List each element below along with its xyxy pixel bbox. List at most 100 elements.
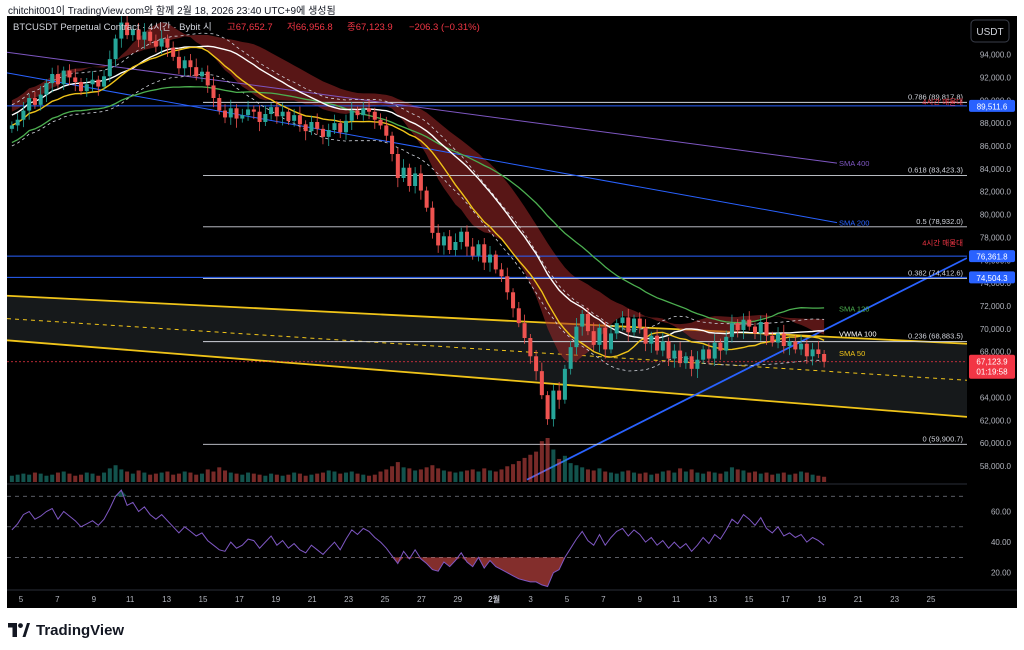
candle[interactable]	[303, 120, 308, 141]
chart-svg[interactable]: 0.786 (89,817.8) 0.618 (83,423.3) 0.5 (78,…	[6, 14, 1017, 608]
candle[interactable]	[9, 121, 14, 133]
candle[interactable]	[591, 322, 596, 351]
candle[interactable]	[424, 186, 429, 212]
time-axis[interactable]: 5 7 9 11 13 15 17 19 21 23 25 27 29 2월 3 5 7 9 11 13 15 17 19 2…	[7, 589, 1017, 604]
candle[interactable]	[384, 116, 389, 142]
candle[interactable]	[223, 104, 228, 124]
candle[interactable]	[649, 331, 654, 353]
candle[interactable]	[689, 350, 694, 377]
candle[interactable]	[539, 362, 544, 400]
candle[interactable]	[113, 34, 118, 67]
candle[interactable]	[286, 107, 291, 125]
candle[interactable]	[482, 238, 487, 270]
candle[interactable]	[257, 105, 262, 132]
candle[interactable]	[171, 41, 176, 61]
candle[interactable]	[165, 34, 170, 57]
candle[interactable]	[770, 331, 775, 347]
candle[interactable]	[516, 302, 521, 328]
candle[interactable]	[182, 56, 187, 76]
candle[interactable]	[781, 324, 786, 354]
candle[interactable]	[355, 106, 360, 120]
candle[interactable]	[493, 250, 498, 274]
candle[interactable]	[395, 147, 400, 188]
candle[interactable]	[603, 321, 608, 359]
candle[interactable]	[528, 334, 533, 364]
candle[interactable]	[522, 314, 527, 344]
candle[interactable]	[292, 108, 297, 127]
candle[interactable]	[55, 65, 60, 89]
candle[interactable]	[148, 27, 153, 45]
candle[interactable]	[338, 119, 343, 138]
candle[interactable]	[620, 311, 625, 331]
candle[interactable]	[447, 230, 452, 254]
candle[interactable]	[309, 115, 314, 136]
candle[interactable]	[568, 340, 573, 375]
candle[interactable]	[695, 351, 700, 378]
candle[interactable]	[102, 70, 107, 91]
candle[interactable]	[655, 329, 660, 355]
candle[interactable]	[343, 114, 349, 140]
candle[interactable]	[597, 323, 602, 353]
currency-button[interactable]: USDT	[970, 19, 1010, 43]
candle[interactable]	[217, 94, 222, 115]
candle[interactable]	[413, 167, 418, 194]
candle[interactable]	[418, 164, 423, 200]
candle[interactable]	[297, 106, 302, 132]
candle[interactable]	[816, 340, 821, 358]
price-tag[interactable]	[969, 271, 1015, 284]
candle[interactable]	[73, 68, 78, 92]
candle[interactable]	[246, 100, 251, 121]
candle[interactable]	[459, 227, 464, 250]
candle[interactable]	[752, 322, 758, 340]
candle[interactable]	[153, 34, 158, 53]
candle[interactable]	[159, 30, 164, 54]
candle[interactable]	[21, 102, 26, 128]
candle[interactable]	[269, 103, 274, 120]
candle[interactable]	[50, 67, 55, 93]
candle[interactable]	[562, 364, 567, 404]
candle[interactable]	[38, 86, 43, 111]
candle[interactable]	[793, 335, 798, 354]
last-price-tag[interactable]	[969, 354, 1015, 379]
candle[interactable]	[407, 163, 412, 192]
candle[interactable]	[142, 23, 147, 49]
candle[interactable]	[274, 100, 279, 124]
candle[interactable]	[332, 114, 337, 134]
candle[interactable]	[580, 310, 585, 336]
candle[interactable]	[712, 334, 717, 366]
candle[interactable]	[390, 131, 395, 162]
candle[interactable]	[205, 65, 210, 93]
candle[interactable]	[487, 246, 493, 272]
candle[interactable]	[199, 67, 204, 82]
candle[interactable]	[735, 319, 740, 338]
candle[interactable]	[551, 384, 556, 427]
candle[interactable]	[799, 335, 804, 356]
candle[interactable]	[810, 343, 815, 366]
candle[interactable]	[585, 307, 590, 336]
candle[interactable]	[194, 58, 199, 81]
candle[interactable]	[729, 314, 734, 343]
candle[interactable]	[367, 99, 372, 120]
candle[interactable]	[476, 240, 481, 262]
candle[interactable]	[534, 350, 539, 381]
candle[interactable]	[626, 308, 631, 342]
candle[interactable]	[683, 352, 688, 369]
candle[interactable]	[701, 345, 706, 364]
candle[interactable]	[758, 315, 763, 341]
candle[interactable]	[44, 79, 49, 102]
candle[interactable]	[804, 339, 809, 364]
candle[interactable]	[511, 288, 516, 318]
candle[interactable]	[666, 337, 671, 366]
candle[interactable]	[176, 48, 181, 74]
candle[interactable]	[724, 330, 729, 355]
price-tag[interactable]	[969, 250, 1015, 263]
candle[interactable]	[453, 233, 458, 256]
candle[interactable]	[505, 267, 510, 300]
candle[interactable]	[228, 99, 233, 125]
candle[interactable]	[378, 113, 383, 130]
candle[interactable]	[632, 314, 637, 337]
candle[interactable]	[776, 327, 781, 349]
candle[interactable]	[436, 224, 441, 253]
candle[interactable]	[32, 91, 37, 109]
candle[interactable]	[90, 71, 95, 92]
